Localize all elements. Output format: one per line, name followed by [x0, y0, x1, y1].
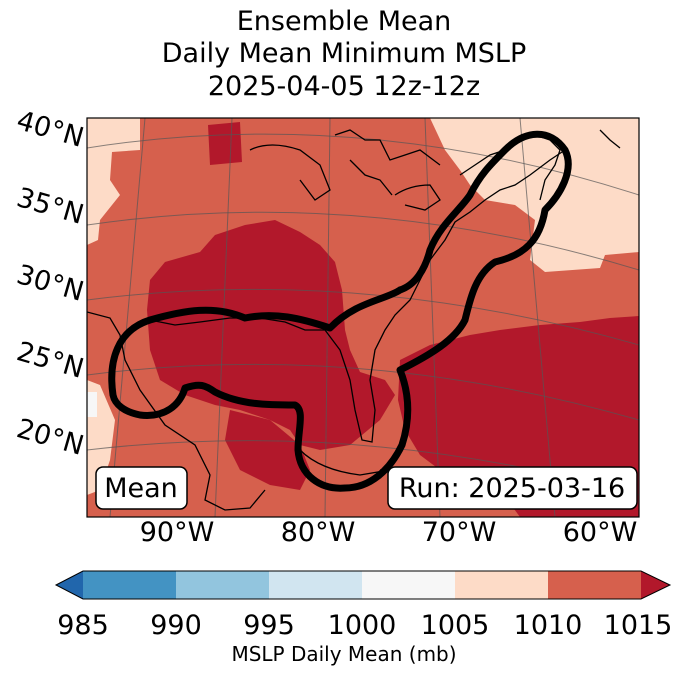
colorbar: 985 990 995 1000 1005 1010 1015	[54, 570, 673, 641]
pressure-field-over-1015-gulf	[225, 410, 310, 490]
run-date-badge	[387, 466, 638, 510]
map-area	[87, 118, 639, 517]
colorbar-segment-995-1000	[269, 571, 362, 599]
colorbar-segment-1010-1015	[548, 571, 641, 599]
colorbar-tick-1010: 1010	[514, 610, 583, 641]
colorbar-outline	[54, 570, 672, 600]
colorbar-under-arrow	[56, 571, 83, 599]
colorbar-tick-1000: 1000	[328, 610, 397, 641]
lat-label-30: 30°N	[13, 259, 87, 308]
lon-label-80w: 80°W	[281, 517, 356, 548]
lat-label-20: 20°N	[13, 413, 87, 462]
pressure-field-over-1015-patch	[208, 122, 242, 165]
lon-label-70w: 70°W	[422, 517, 497, 548]
mean-badge-text: Mean	[104, 473, 178, 504]
pressure-field-over-1015-central	[147, 220, 395, 450]
title-line-1: Ensemble Mean	[236, 6, 452, 37]
lat-label-35: 35°N	[13, 182, 87, 231]
run-date-badge-text: Run: 2025-03-16	[399, 473, 625, 504]
colorbar-segment-985-990	[83, 571, 176, 599]
colorbar-tick-1015: 1015	[604, 610, 673, 641]
lon-label-60w: 60°W	[563, 517, 638, 548]
title-line-2: Daily Mean Minimum MSLP	[161, 38, 527, 69]
graticule	[87, 118, 639, 517]
pressure-field-1005-1010-northeast	[430, 118, 639, 272]
ensemble-mean-contour	[108, 130, 572, 492]
colorbar-tick-985: 985	[57, 610, 109, 641]
colorbar-segment-990-995	[176, 571, 269, 599]
lat-label-25: 25°N	[13, 336, 87, 385]
pressure-field-1000-1005-edge	[87, 392, 97, 417]
colorbar-tick-995: 995	[243, 610, 295, 641]
colorbar-tick-1005: 1005	[421, 610, 490, 641]
colorbar-tick-990: 990	[150, 610, 202, 641]
mean-badge	[95, 466, 188, 510]
lat-label-40: 40°N	[13, 105, 87, 154]
colorbar-over-arrow	[641, 571, 670, 599]
map-frame	[86, 117, 640, 518]
title-line-3: 2025-04-05 12z-12z	[207, 71, 481, 102]
colorbar-segment-1000-1005	[362, 571, 455, 599]
lon-label-90w: 90°W	[140, 517, 215, 548]
colorbar-segment-1005-1010	[455, 571, 548, 599]
colorbar-label: MSLP Daily Mean (mb)	[231, 642, 457, 666]
pressure-field-1005-1010-northwest	[87, 118, 140, 245]
